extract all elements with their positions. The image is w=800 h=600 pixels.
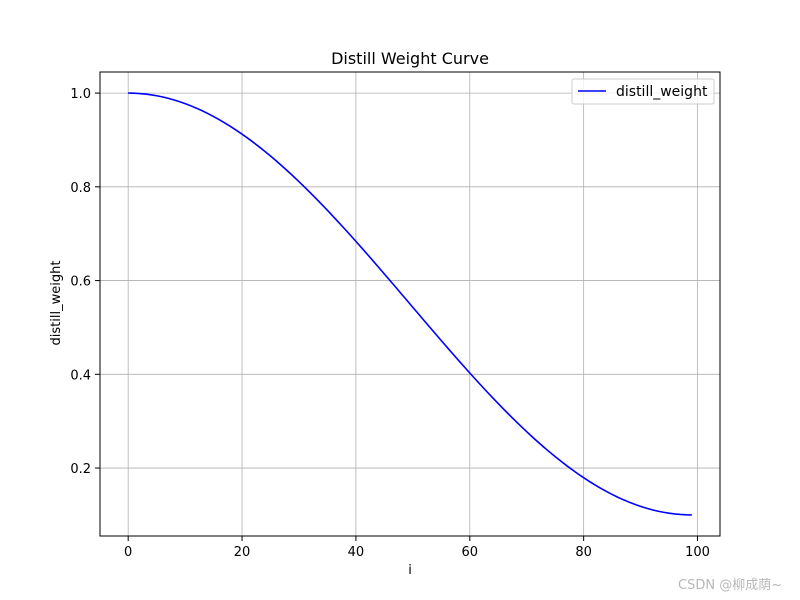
watermark: CSDN @柳成荫~ (678, 578, 783, 593)
y-tick-label: 0.2 (70, 462, 91, 477)
x-axis-label: i (408, 563, 412, 578)
y-tick-label: 0.4 (70, 368, 91, 383)
x-tick-label: 100 (685, 545, 710, 560)
x-tick-label: 80 (575, 545, 592, 560)
y-axis-label: distill_weight (49, 261, 64, 346)
legend: distill_weight (571, 78, 715, 105)
series-line-distill-weight (128, 92, 692, 516)
x-tick-label: 60 (462, 545, 479, 560)
y-ticks: 0.2 0.4 0.6 0.8 1.0 (70, 87, 100, 477)
chart-title: Distill Weight Curve (331, 49, 489, 68)
legend-label-distill-weight: distill_weight (616, 84, 708, 100)
x-tick-label: 0 (124, 545, 132, 560)
y-tick-label: 0.8 (70, 181, 91, 196)
y-tick-label: 0.6 (70, 275, 91, 290)
legend-box (571, 78, 715, 105)
x-ticks: 0 20 40 60 80 100 (124, 536, 710, 560)
x-tick-label: 20 (234, 545, 251, 560)
x-tick-label: 40 (348, 545, 365, 560)
axes-frame (99, 71, 721, 537)
y-tick-label: 1.0 (70, 87, 91, 102)
grid (100, 72, 720, 536)
